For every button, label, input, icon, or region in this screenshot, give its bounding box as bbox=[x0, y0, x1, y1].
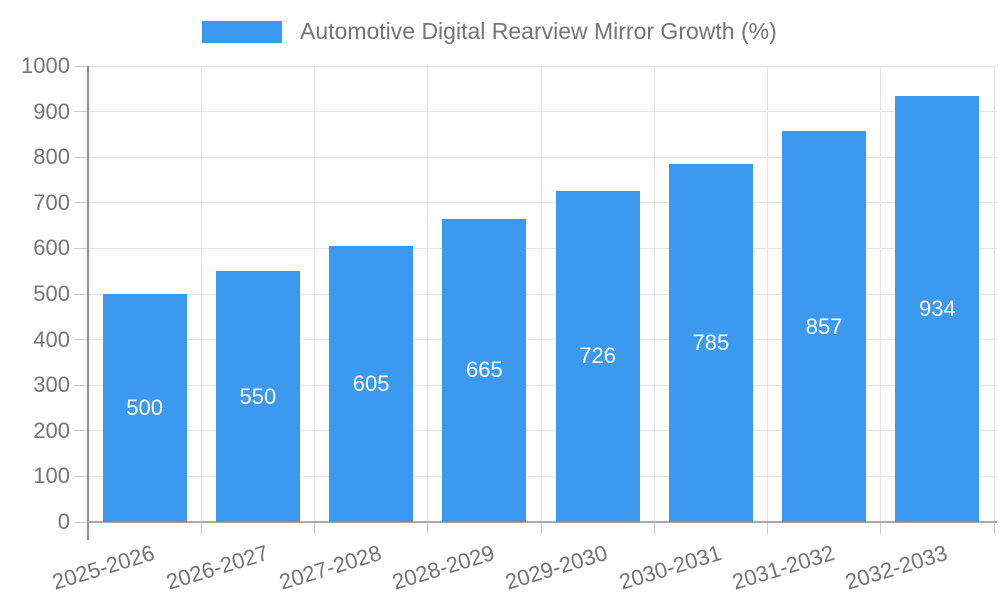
y-gridline bbox=[88, 202, 997, 204]
y-axis-tick-label: 200 bbox=[33, 417, 70, 443]
y-tick bbox=[74, 156, 88, 158]
x-tick bbox=[200, 522, 202, 534]
bar-value-label: 726 bbox=[579, 343, 616, 369]
x-tick bbox=[993, 522, 995, 534]
y-axis-tick-label: 900 bbox=[33, 98, 70, 124]
x-gridline bbox=[427, 66, 429, 522]
y-tick bbox=[74, 111, 88, 113]
y-gridline bbox=[88, 430, 997, 432]
x-tick bbox=[427, 522, 429, 534]
y-tick bbox=[74, 521, 88, 523]
legend: Automotive Digital Rearview Mirror Growt… bbox=[202, 18, 777, 45]
y-gridline bbox=[88, 156, 997, 158]
bar-value-label: 934 bbox=[919, 296, 956, 322]
x-axis-category-label: 2028-2029 bbox=[389, 540, 498, 595]
x-tick bbox=[880, 522, 882, 534]
y-gridline bbox=[88, 65, 997, 67]
y-axis-tick-label: 500 bbox=[33, 281, 70, 306]
bar bbox=[329, 246, 414, 522]
bar-value-label: 857 bbox=[805, 313, 843, 339]
y-tick bbox=[74, 293, 88, 295]
x-axis-line bbox=[88, 521, 997, 523]
y-axis-tick-label: 700 bbox=[33, 189, 70, 215]
x-gridline bbox=[880, 66, 882, 522]
x-axis-category-label: 2025-2026 bbox=[49, 540, 158, 595]
y-axis-line bbox=[87, 66, 89, 540]
y-tick bbox=[74, 202, 88, 204]
y-axis-tick-label: 400 bbox=[33, 326, 70, 352]
bar-value-label: 550 bbox=[239, 383, 277, 409]
y-axis-tick-label: 0 bbox=[57, 509, 70, 534]
bar bbox=[555, 190, 640, 522]
bar bbox=[668, 164, 753, 522]
y-gridline bbox=[88, 293, 997, 295]
bar-value-label: 665 bbox=[466, 357, 503, 383]
x-axis-category-label: 2032-2033 bbox=[842, 540, 951, 595]
y-gridline bbox=[88, 247, 997, 249]
bar bbox=[442, 218, 527, 522]
y-gridline bbox=[88, 339, 997, 341]
y-axis-tick-label: 300 bbox=[33, 372, 70, 398]
y-tick bbox=[74, 339, 88, 341]
y-gridline bbox=[88, 384, 997, 386]
bar-value-label: 785 bbox=[692, 330, 730, 356]
x-gridline bbox=[993, 66, 995, 522]
x-gridline bbox=[200, 66, 202, 522]
x-axis-category-label: 2030-2031 bbox=[615, 540, 724, 595]
y-gridline bbox=[88, 111, 997, 113]
y-tick bbox=[74, 247, 88, 249]
x-tick bbox=[653, 522, 655, 534]
legend-swatch bbox=[202, 20, 282, 43]
y-axis-tick-label: 100 bbox=[33, 463, 70, 489]
y-tick bbox=[74, 430, 88, 432]
x-axis-category-label: 2029-2030 bbox=[502, 540, 611, 595]
y-tick bbox=[74, 65, 88, 67]
y-tick bbox=[74, 475, 88, 477]
x-gridline bbox=[314, 66, 315, 522]
bar bbox=[215, 271, 300, 522]
x-tick bbox=[314, 522, 315, 534]
x-axis-category-label: 2031-2032 bbox=[729, 540, 838, 595]
x-tick bbox=[767, 522, 768, 534]
y-gridline bbox=[88, 475, 997, 477]
y-tick bbox=[74, 384, 88, 386]
x-gridline bbox=[653, 66, 655, 522]
bar-value-label: 500 bbox=[126, 395, 163, 420]
x-tick bbox=[540, 522, 542, 534]
x-gridline bbox=[540, 66, 542, 522]
legend-label: Automotive Digital Rearview Mirror Growt… bbox=[300, 18, 777, 44]
bar-value-label: 605 bbox=[352, 371, 390, 397]
x-axis-category-label: 2027-2028 bbox=[276, 540, 385, 595]
y-axis-tick-label: 800 bbox=[33, 144, 70, 170]
bar bbox=[102, 294, 187, 522]
bar bbox=[782, 131, 867, 522]
bar bbox=[895, 96, 980, 522]
y-axis-tick-label: 600 bbox=[33, 235, 70, 261]
x-axis-category-label: 2026-2027 bbox=[162, 540, 271, 595]
x-gridline bbox=[767, 66, 768, 522]
y-axis-tick-label: 1000 bbox=[21, 53, 70, 78]
